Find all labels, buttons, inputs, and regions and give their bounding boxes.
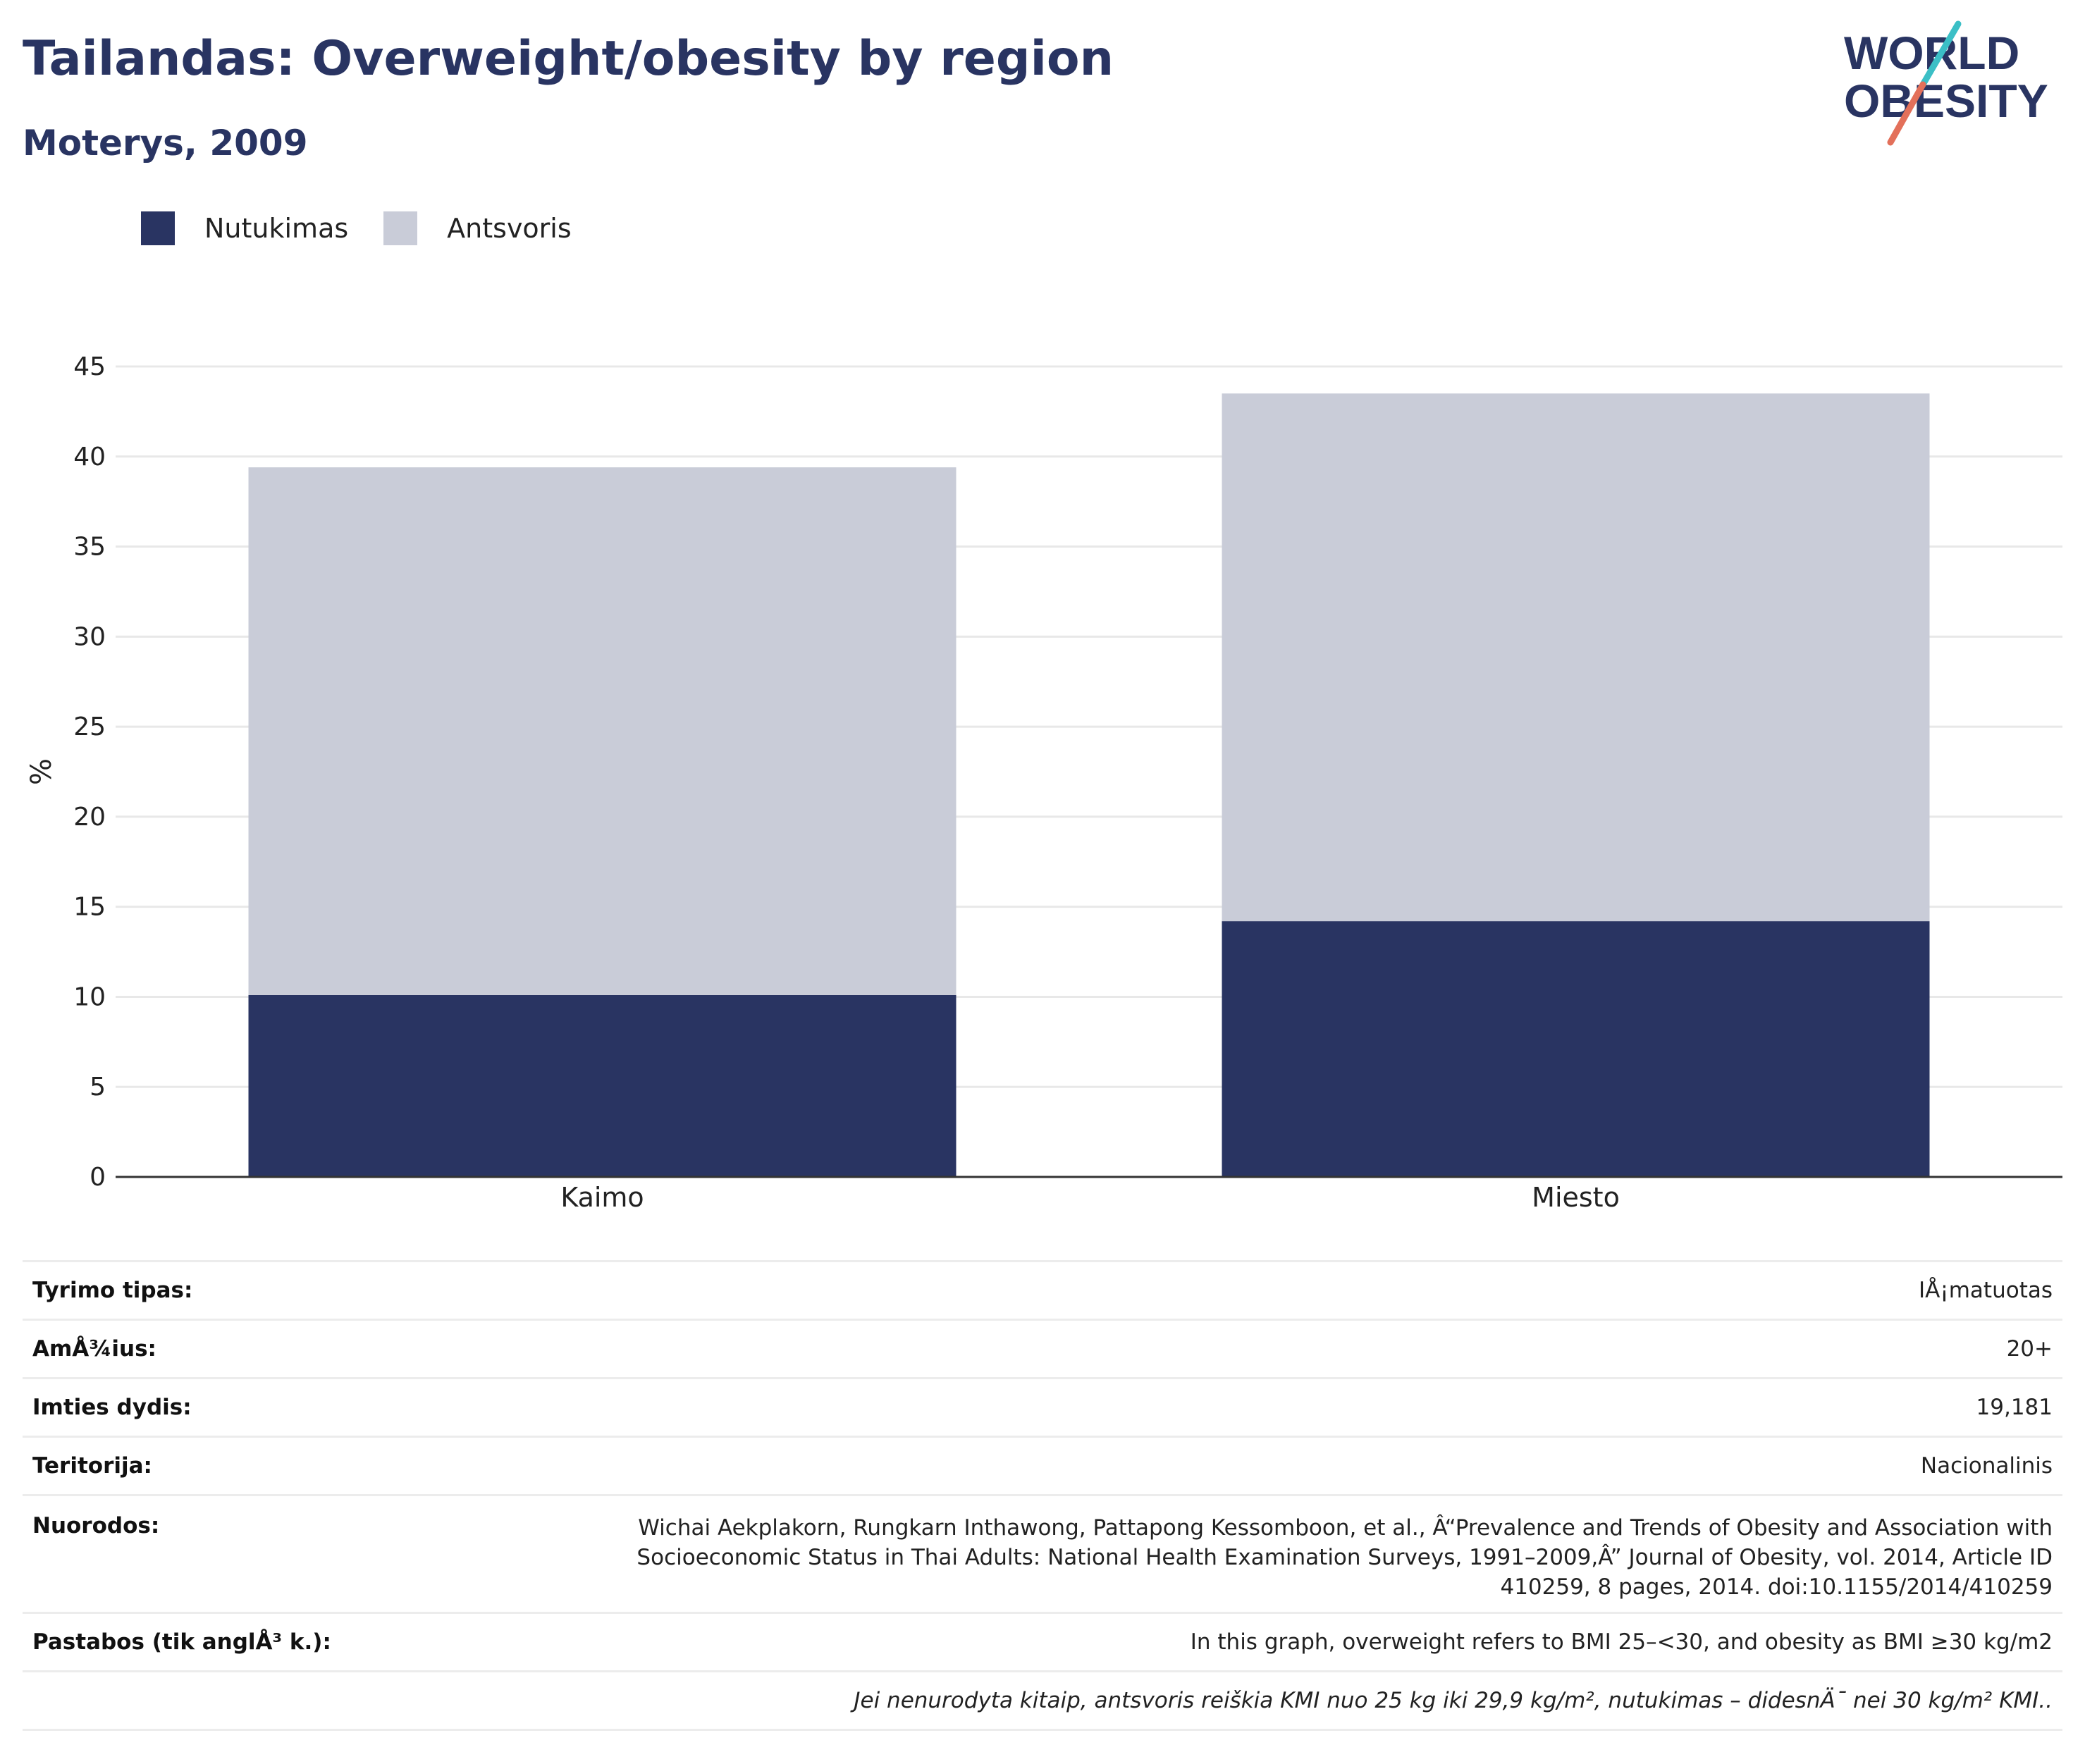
info-label: Tyrimo tipas: <box>32 1278 193 1303</box>
logo-slash-bottom <box>1887 81 1926 146</box>
info-label: Pastabos (tik anglÅ³ k.): <box>32 1629 331 1655</box>
y-tick-label: 30 <box>73 622 106 651</box>
y-tick-label: 25 <box>73 713 106 741</box>
bar-antsvoris-kaimo <box>248 467 957 995</box>
x-tick-label: Miesto <box>1532 1182 1620 1213</box>
x-tick-label: Kaimo <box>560 1182 644 1213</box>
info-value: 19,181 <box>1976 1395 2053 1420</box>
world-obesity-logo: WORLD OBESITY <box>1844 20 2048 146</box>
info-value: IÅ¡matuotas <box>1918 1278 2053 1303</box>
legend-swatch-obesity <box>141 211 175 245</box>
legend-item-obesity[interactable]: Nutukimas <box>141 211 348 245</box>
notes-text: In this graph, overweight refers to BMI … <box>1190 1629 2053 1655</box>
chart-title: Tailandas: Overweight/obesity by region <box>23 31 1114 87</box>
references-text: Wichai Aekplakorn, Rungkarn Inthawong, P… <box>636 1515 2053 1600</box>
info-row-references: Nuorodos: Wichai Aekplakorn, Rungkarn In… <box>23 1496 2062 1614</box>
bar-nutukimas-kaimo <box>248 994 957 1177</box>
y-tick-label: 45 <box>73 352 106 381</box>
info-label: Teritorija: <box>32 1453 152 1479</box>
info-row-age: AmÅ¾ius: 20+ <box>23 1321 2062 1379</box>
info-label: Nuorodos: <box>32 1513 160 1538</box>
legend-label-overweight: Antsvoris <box>447 213 572 244</box>
y-tick-label: 5 <box>90 1073 106 1102</box>
y-tick-label: 35 <box>73 533 106 562</box>
info-value: 20+ <box>2006 1336 2053 1362</box>
y-tick-label: 10 <box>73 982 106 1011</box>
info-row-territory: Teritorija: Nacionalinis <box>23 1438 2062 1496</box>
info-label: Imties dydis: <box>32 1395 192 1420</box>
logo-slash-top <box>1919 20 1962 88</box>
stacked-bar-chart: 0 5 10 15 20 25 30 35 40 45% Kaimo Miesto <box>25 352 2062 1213</box>
y-tick-label: 15 <box>73 893 106 922</box>
info-row-sample-size: Imties dydis: 19,181 <box>23 1379 2062 1438</box>
y-tick-label: 40 <box>73 443 106 471</box>
info-label: AmÅ¾ius: <box>32 1336 156 1362</box>
chart-legend: Nutukimas Antsvoris <box>141 209 607 248</box>
info-value: Nacionalinis <box>1920 1453 2053 1479</box>
bar-antsvoris-miesto <box>1222 393 1930 922</box>
legend-item-overweight[interactable]: Antsvoris <box>383 211 572 245</box>
y-tick-label: 20 <box>73 803 106 832</box>
study-info-table: Tyrimo tipas: IÅ¡matuotas AmÅ¾ius: 20+ I… <box>23 1260 2062 1731</box>
info-row-footnote: Jei nenurodyta kitaip, antsvoris reiškia… <box>23 1672 2062 1731</box>
info-row-study-type: Tyrimo tipas: IÅ¡matuotas <box>23 1262 2062 1321</box>
y-tick-label: 0 <box>90 1163 106 1192</box>
legend-label-obesity: Nutukimas <box>204 213 349 244</box>
footnote-text: Jei nenurodyta kitaip, antsvoris reiškia… <box>854 1688 2053 1713</box>
info-row-notes: Pastabos (tik anglÅ³ k.): In this graph,… <box>23 1614 2062 1672</box>
chart-subtitle: Moterys, 2009 <box>23 123 308 164</box>
bar-nutukimas-miesto <box>1222 921 1930 1177</box>
y-axis-label: % <box>25 758 58 785</box>
logo-text-obesity: OBESITY <box>1844 75 2048 127</box>
legend-swatch-overweight <box>383 211 418 245</box>
